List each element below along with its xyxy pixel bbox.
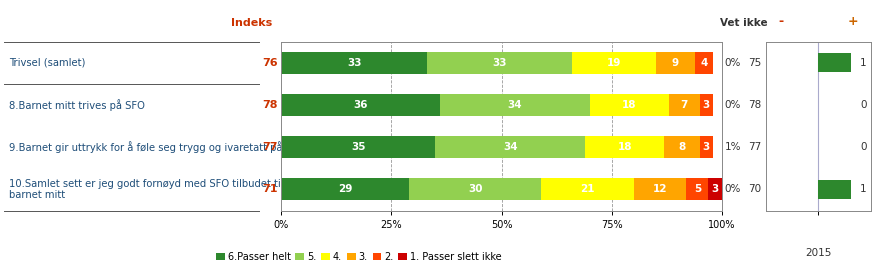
Text: 1: 1 (860, 185, 866, 194)
Text: 34: 34 (503, 142, 518, 152)
Text: 5: 5 (694, 185, 701, 194)
Text: 19: 19 (606, 58, 621, 68)
Text: 4: 4 (700, 58, 708, 68)
Text: 71: 71 (262, 185, 278, 194)
Bar (655, 52, 695, 74)
Bar (668, 94, 700, 116)
Text: 36: 36 (354, 100, 367, 110)
Bar (572, 52, 655, 74)
Text: 34: 34 (507, 100, 522, 110)
Bar (440, 94, 590, 116)
Bar (541, 178, 634, 200)
Text: 30: 30 (468, 185, 482, 194)
Text: Vet ikke: Vet ikke (720, 18, 767, 28)
Bar (282, 94, 440, 116)
Text: 35: 35 (351, 142, 366, 152)
Text: 10.Samlet sett er jeg godt fornøyd med SFO tilbudet til
barnet mitt: 10.Samlet sett er jeg godt fornøyd med S… (10, 179, 284, 200)
Text: 8.Barnet mitt trives på SFO: 8.Barnet mitt trives på SFO (10, 99, 145, 111)
Text: 9: 9 (672, 58, 679, 68)
Text: 0: 0 (860, 100, 866, 110)
Text: 18: 18 (618, 142, 632, 152)
Text: 29: 29 (338, 185, 353, 194)
Text: Indeks: Indeks (231, 18, 273, 28)
Text: 3: 3 (703, 142, 710, 152)
Text: 9.Barnet gir uttrykk for å føle seg trygg og ivaretatt på SFO: 9.Barnet gir uttrykk for å føle seg tryg… (10, 141, 306, 153)
Bar (410, 178, 541, 200)
Text: 75: 75 (748, 58, 761, 68)
Bar (436, 136, 585, 158)
Text: 21: 21 (580, 185, 595, 194)
Text: 0%: 0% (724, 185, 741, 194)
Bar (590, 94, 668, 116)
Text: 78: 78 (748, 100, 761, 110)
Text: 0%: 0% (724, 58, 741, 68)
Bar (700, 136, 713, 158)
Bar (427, 52, 572, 74)
Text: 3: 3 (711, 185, 718, 194)
Bar (700, 94, 713, 116)
Bar (664, 136, 700, 158)
Bar (818, 53, 850, 72)
Bar (282, 52, 427, 74)
Text: 33: 33 (346, 58, 361, 68)
Text: 77: 77 (262, 142, 278, 152)
Text: 70: 70 (748, 185, 761, 194)
Bar (282, 178, 410, 200)
Bar (585, 136, 664, 158)
Text: 7: 7 (681, 100, 688, 110)
Text: 33: 33 (492, 58, 507, 68)
Text: 1: 1 (860, 58, 866, 68)
Text: 0: 0 (860, 142, 866, 152)
Text: 8: 8 (678, 142, 686, 152)
Text: 2015: 2015 (805, 248, 831, 258)
Bar (282, 136, 436, 158)
Bar (634, 178, 686, 200)
Text: 12: 12 (653, 185, 668, 194)
Bar (709, 178, 722, 200)
Legend: 6.Passer helt, 5., 4., 3., 2., 1. Passer slett ikke: 6.Passer helt, 5., 4., 3., 2., 1. Passer… (212, 248, 506, 260)
Text: 1%: 1% (724, 142, 741, 152)
Text: +: + (847, 15, 858, 28)
Bar (686, 178, 709, 200)
Text: 76: 76 (262, 58, 278, 68)
Bar (695, 52, 713, 74)
Text: -: - (778, 15, 783, 28)
Text: 0%: 0% (724, 100, 741, 110)
Bar (818, 180, 850, 199)
Text: 3: 3 (703, 100, 710, 110)
Text: 77: 77 (748, 142, 761, 152)
Text: 78: 78 (262, 100, 278, 110)
Text: Trivsel (samlet): Trivsel (samlet) (10, 58, 86, 68)
Text: 18: 18 (622, 100, 636, 110)
